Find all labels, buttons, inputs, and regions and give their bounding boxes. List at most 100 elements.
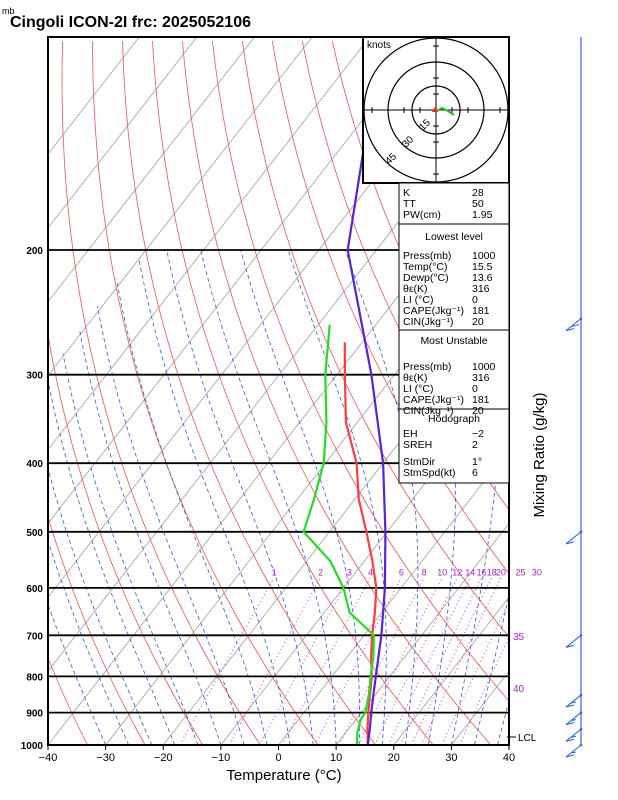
barb-flag (565, 722, 575, 726)
moist-adiabat (497, 699, 509, 745)
index-value: 0 (472, 294, 478, 306)
dry-adiabat (182, 40, 492, 745)
x-tick-label: −10 (212, 752, 231, 764)
x-tick-label: 40 (503, 752, 515, 764)
mixing-ratio-label: 1 (272, 567, 277, 577)
isotherm (48, 37, 371, 451)
dry-adiabat (61, 40, 261, 745)
mixing-ratio-line (410, 577, 493, 745)
dry-adiabat (212, 40, 509, 702)
dry-adiabat (512, 41, 618, 745)
index-value: 1000 (472, 361, 496, 373)
barb-shaft (565, 531, 582, 545)
chart-title: Cingoli ICON-2I frc: 2025052106 (10, 14, 251, 31)
barb-flag (565, 754, 575, 758)
x-tick-label: 20 (388, 752, 400, 764)
index-value: 2 (472, 439, 478, 451)
isotherm (48, 37, 140, 155)
index-value: 1° (472, 456, 482, 468)
index-value: 1000 (472, 250, 496, 262)
pressure-tick-label: 200 (26, 246, 43, 257)
index-label: TT (403, 198, 416, 210)
x-tick-label: −40 (39, 752, 58, 764)
index-label: θε(K) (403, 372, 428, 384)
mixing-ratio-label: 2 (318, 567, 323, 577)
moist-adiabat (240, 249, 360, 745)
section-title: Lowest level (425, 231, 483, 243)
x-axis-ticks: −40 −30 −20 −10 0 10 20 30 40 (39, 745, 515, 764)
right-axis-label: Mixing Ratio (g/kg) (531, 392, 548, 517)
index-label: CAPE(Jkg⁻¹) (403, 305, 464, 317)
mixing-ratio-labels: 1 2 3 4 6 8 10 12 14 16 18 20 25 30 (272, 567, 542, 577)
moist-adiabat (48, 378, 176, 745)
barb-dot (579, 743, 583, 747)
index-value: 50 (472, 198, 484, 210)
wind-barb (565, 317, 583, 332)
dry-adiabat (122, 40, 376, 745)
index-label: Press(mb) (403, 250, 451, 262)
height-labels: 35 40 (513, 632, 525, 695)
x-tick-label: −20 (154, 752, 173, 764)
section-title: Hodograph (428, 413, 480, 425)
pressure-tick-label: 800 (26, 672, 43, 683)
mixing-ratio-label: 18 (487, 567, 497, 577)
isotherm (48, 37, 313, 377)
height-label: 40 (513, 684, 525, 695)
pressure-unit-label: mb (2, 6, 15, 16)
dry-adiabat (602, 41, 618, 745)
wind-barb (565, 530, 583, 545)
mixing-ratio-label: 20 (496, 567, 506, 577)
pressure-tick-label: 500 (26, 528, 43, 539)
index-label: CIN(Jkg⁻¹) (403, 405, 453, 417)
index-value: 181 (472, 394, 490, 406)
moist-adiabat (48, 539, 130, 745)
section-title: Most Unstable (420, 335, 487, 347)
index-value: 20 (472, 316, 484, 328)
barb-half-flag (570, 735, 577, 738)
pressure-tick-label: 700 (26, 631, 43, 642)
index-label: PW(cm) (403, 209, 441, 221)
dry-adiabat (48, 332, 204, 745)
dry-adiabat (272, 40, 509, 575)
mixing-ratio-label: 14 (465, 567, 475, 577)
barb-shaft (565, 318, 582, 332)
isotherm (393, 596, 509, 745)
dry-adiabat (542, 41, 618, 745)
index-value: 316 (472, 372, 490, 384)
barb-shaft (565, 728, 582, 742)
dry-adiabat (48, 515, 146, 745)
index-value: 15.5 (472, 261, 493, 273)
x-axis-label: Temperature (°C) (226, 767, 341, 784)
mixing-ratio-line (259, 577, 350, 745)
isotherm (48, 37, 198, 229)
barb-dot (579, 711, 583, 714)
index-label: CIN(Jkg⁻¹) (403, 316, 453, 328)
isotherm (335, 522, 509, 745)
index-label: θε(K) (403, 283, 428, 295)
isotherm (48, 37, 428, 525)
pressure-tick-label: 1000 (21, 741, 44, 752)
moist-adiabat (116, 279, 268, 745)
barb-flag (565, 738, 575, 742)
x-tick-label: 10 (330, 752, 342, 764)
wind-barb (565, 727, 583, 742)
x-tick-label: −30 (96, 752, 115, 764)
mixing-ratio-line (399, 577, 483, 745)
isotherm (278, 448, 509, 745)
index-label: StmDir (403, 456, 436, 468)
barb-flag (565, 704, 575, 708)
index-value: 181 (472, 305, 490, 317)
mixing-ratio-line (387, 577, 471, 745)
mixing-ratio-line (281, 577, 371, 745)
barb-shaft (565, 744, 582, 758)
index-label: Press(mb) (403, 361, 451, 373)
barb-flag (565, 644, 575, 648)
moist-adiabat (48, 466, 153, 745)
pressure-tick-label: 300 (26, 371, 43, 382)
dewpoint-profile (302, 324, 376, 745)
mixing-ratio-line (441, 600, 509, 745)
dry-adiabat (48, 656, 88, 745)
index-label: CAPE(Jkg⁻¹) (403, 394, 464, 406)
barb-half-flag (570, 701, 577, 704)
